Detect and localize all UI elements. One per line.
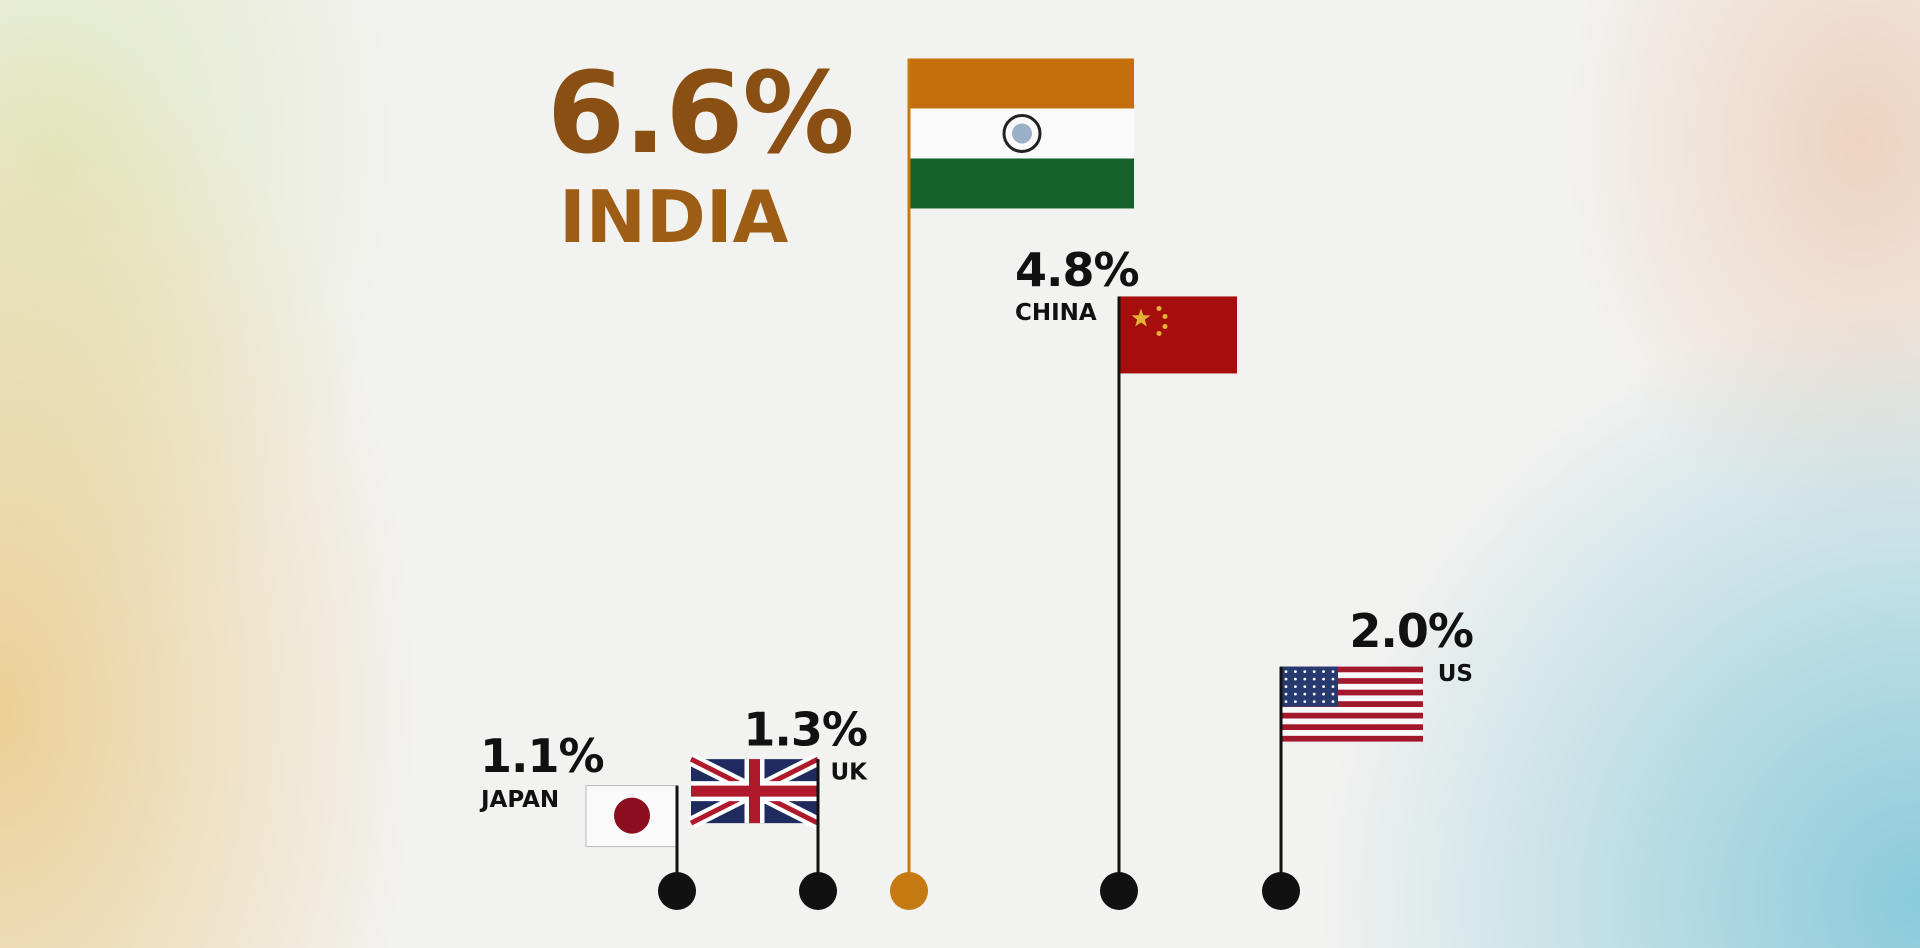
flag-wheel <box>1002 113 1042 153</box>
flag-star <box>1294 677 1297 681</box>
pole-base <box>1100 872 1138 910</box>
category-label: CHINA <box>1015 300 1097 326</box>
flag-stripe <box>1281 689 1423 696</box>
flag-group <box>585 785 678 848</box>
value-label: 1.1% <box>480 729 604 783</box>
flag-stripe <box>1281 718 1423 725</box>
flag-stripe <box>909 58 1134 109</box>
flag-star <box>1156 305 1162 311</box>
flag-star <box>1284 692 1288 696</box>
flag-stripe <box>1281 712 1423 719</box>
flag-cross <box>691 759 818 824</box>
flag-stripe <box>1281 683 1423 690</box>
category-label: UK <box>831 760 869 786</box>
category-label: JAPAN <box>479 787 559 813</box>
flag-star <box>1331 692 1335 696</box>
category-label: INDIA <box>559 175 789 259</box>
flag-star <box>1322 677 1325 681</box>
flag-star <box>1331 670 1335 673</box>
flag-stripe <box>1281 706 1423 713</box>
flag-star <box>1162 323 1168 329</box>
pole-base <box>799 872 837 910</box>
flag-star <box>1303 670 1307 673</box>
flag-stripe <box>1281 724 1423 731</box>
flag-stripe <box>1281 672 1423 679</box>
flag-stripe <box>1281 678 1423 684</box>
flag-star <box>1294 700 1297 703</box>
flag-star <box>1322 685 1325 688</box>
flag-star <box>1303 692 1307 696</box>
flag-stripe <box>1281 730 1423 736</box>
flag-star <box>1312 670 1316 673</box>
flag-star <box>1322 700 1325 703</box>
flag-star <box>1331 677 1335 681</box>
flag-star <box>1284 677 1288 681</box>
flag-star <box>1303 700 1307 703</box>
flag-star <box>1312 700 1316 703</box>
flag-star <box>1312 685 1316 688</box>
flag-star <box>1331 685 1335 688</box>
flag-star <box>1303 685 1307 688</box>
flag-stripe <box>1281 695 1423 702</box>
flag-stripe <box>1281 735 1423 742</box>
flag <box>1119 296 1237 374</box>
flag-star <box>1294 692 1297 696</box>
flag-star <box>1294 685 1297 688</box>
flag-star <box>1322 692 1325 696</box>
value-label: 4.8% <box>1015 243 1139 297</box>
flag-star <box>1312 677 1316 681</box>
flag-group <box>688 753 821 829</box>
flag-star <box>1294 670 1297 673</box>
flag-star <box>1331 700 1335 703</box>
flag-wheel <box>1012 123 1032 144</box>
flag-disc <box>614 797 650 834</box>
flag-group <box>909 58 1134 209</box>
flag-star <box>1322 670 1325 673</box>
flag-star <box>1303 677 1307 681</box>
flag-stripe <box>1281 666 1423 673</box>
pole-base <box>1262 872 1300 910</box>
flag-group <box>1281 666 1423 742</box>
flag-star <box>1312 692 1316 696</box>
value-label: 1.3% <box>743 703 867 757</box>
category-label: US <box>1438 661 1473 687</box>
flag-star <box>1156 330 1162 336</box>
pole-base <box>658 872 696 910</box>
flag-canton <box>1281 666 1338 707</box>
flag-group <box>1119 296 1237 374</box>
flag-stripe <box>909 158 1134 209</box>
flag-star <box>1284 670 1288 673</box>
pole-base <box>890 872 928 910</box>
flag-star <box>1284 700 1288 703</box>
flag-star <box>1131 308 1151 327</box>
value-label: 6.6% <box>547 49 854 179</box>
value-label: 2.0% <box>1349 604 1473 658</box>
flag-star <box>1284 685 1288 688</box>
flag-stripe <box>1281 701 1423 707</box>
flag-star <box>1162 313 1168 319</box>
